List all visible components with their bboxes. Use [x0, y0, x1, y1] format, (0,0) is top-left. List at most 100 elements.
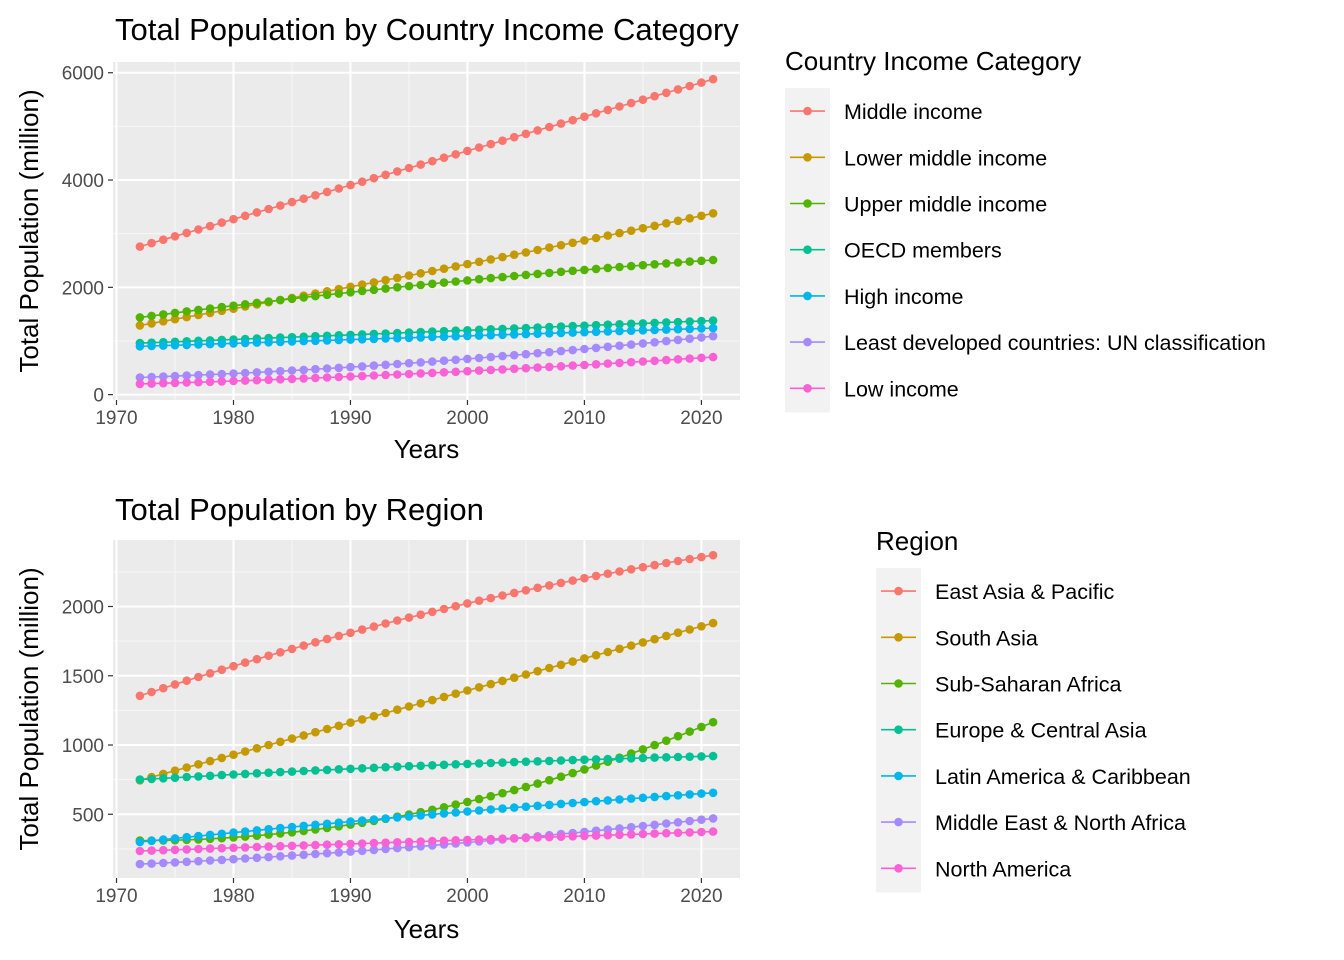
legend: Country Income Category Middle income Lowe…: [785, 46, 1266, 413]
data-point: [603, 796, 613, 805]
data-point: [697, 316, 706, 326]
data-point: [276, 201, 285, 210]
data-point: [556, 799, 566, 809]
plot-panel: [113, 540, 740, 878]
data-point: [615, 754, 624, 763]
data-point: [474, 143, 484, 152]
data-point: [626, 641, 636, 650]
data-point: [451, 277, 461, 286]
data-point: [697, 552, 706, 562]
data-point: [545, 756, 554, 766]
data-point: [416, 280, 426, 290]
data-point: [591, 264, 601, 274]
x-axis-label: Years: [394, 434, 460, 464]
data-point: [194, 672, 203, 682]
data-point: [662, 355, 671, 365]
data-point: [697, 722, 706, 732]
data-point: [533, 833, 542, 842]
legend-item: OECD members: [790, 239, 1002, 263]
legend-key-point: [894, 725, 903, 734]
legend-item: East Asia & Pacific: [881, 580, 1114, 604]
data-point: [509, 785, 519, 795]
data-point: [194, 844, 203, 854]
data-point: [451, 760, 461, 769]
data-point: [650, 91, 659, 101]
data-point: [439, 604, 449, 614]
data-point: [194, 370, 203, 380]
data-point: [276, 852, 285, 861]
data-point: [521, 270, 531, 280]
data-point: [322, 724, 332, 734]
data-point: [393, 705, 402, 714]
data-point: [626, 319, 636, 329]
data-point: [486, 758, 496, 768]
data-point: [311, 766, 320, 775]
data-point: [697, 333, 706, 342]
data-point: [556, 660, 566, 670]
data-point: [556, 578, 566, 588]
data-point: [428, 266, 437, 276]
data-point: [381, 170, 390, 180]
chart-2: 1970 1980 1990 2000 2010 2020 500 1000 1500 2000 T…: [14, 492, 1191, 944]
data-point: [638, 223, 648, 233]
data-point: [404, 837, 414, 847]
data-point: [334, 848, 344, 857]
data-point: [509, 364, 519, 374]
data-point: [159, 310, 168, 319]
data-point: [428, 810, 437, 819]
legend-item: Latin America & Caribbean: [881, 765, 1191, 789]
data-point: [194, 225, 203, 234]
data-point: [147, 372, 156, 382]
data-point: [205, 844, 215, 853]
series-7: [135, 827, 718, 856]
x-tick-label: 2010: [563, 886, 605, 907]
legend-item: North America: [881, 857, 1071, 881]
data-point: [498, 758, 507, 767]
legend: Region East Asia & Pacific South Asia Sub-S…: [876, 526, 1191, 893]
data-point: [685, 816, 694, 826]
data-point: [217, 753, 227, 763]
x-tick-label: 1970: [95, 408, 137, 429]
data-point: [626, 326, 636, 336]
data-point: [673, 335, 683, 345]
data-point: [159, 372, 168, 381]
data-point: [159, 378, 168, 388]
data-point: [509, 834, 519, 843]
data-point: [404, 369, 414, 379]
y-tick-label: 500: [72, 805, 104, 826]
legend-key-point: [803, 106, 812, 116]
data-point: [346, 362, 355, 372]
data-point: [159, 341, 168, 350]
data-point: [170, 834, 180, 843]
data-point: [393, 273, 402, 283]
y-tick-label: 4000: [62, 171, 104, 192]
data-point: [451, 689, 461, 698]
legend-label: Sub-Saharan Africa: [935, 673, 1121, 697]
data-point: [357, 764, 367, 773]
x-tick-label: 2000: [446, 886, 488, 907]
data-point: [404, 613, 414, 622]
data-point: [615, 320, 624, 329]
data-point: [638, 326, 648, 335]
x-tick-label: 1980: [212, 886, 254, 907]
data-point: [311, 849, 320, 859]
series-4: [135, 751, 718, 784]
data-point: [346, 335, 355, 344]
data-point: [486, 679, 496, 689]
data-point: [287, 767, 297, 776]
data-point: [135, 373, 145, 382]
data-point: [416, 369, 426, 378]
data-point: [439, 809, 449, 818]
data-point: [463, 599, 472, 608]
data-point: [638, 821, 648, 831]
data-point: [673, 752, 683, 762]
data-point: [334, 818, 344, 827]
data-point: [708, 352, 718, 362]
data-point: [311, 727, 320, 737]
data-point: [568, 576, 577, 585]
data-point: [381, 838, 390, 847]
data-point: [603, 359, 613, 368]
data-point: [638, 562, 648, 572]
data-point: [404, 812, 414, 821]
data-point: [603, 569, 613, 578]
